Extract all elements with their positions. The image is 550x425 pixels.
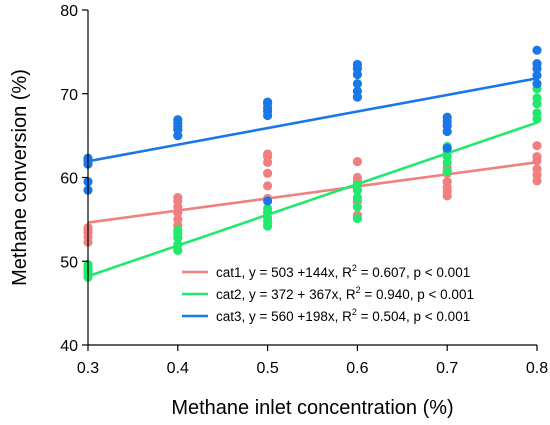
series-cat2-points <box>83 84 542 282</box>
data-point <box>263 196 273 206</box>
x-tick-label: 0.6 <box>346 360 368 377</box>
y-tick-label: 40 <box>60 338 78 355</box>
data-point <box>352 86 362 96</box>
data-point <box>173 115 183 125</box>
legend-label: cat2, y = 372 + 367x, R2 = 0.940, p < 0.… <box>216 285 474 302</box>
legend-item-cat2: cat2, y = 372 + 367x, R2 = 0.940, p < 0.… <box>182 285 474 302</box>
data-point <box>263 149 273 159</box>
legend-label-stats: = 0.607, p < 0.001 <box>357 265 470 280</box>
data-point <box>263 168 273 178</box>
data-point <box>263 97 273 107</box>
data-point <box>352 79 362 89</box>
series-cat1-points <box>83 141 542 247</box>
fit-line-cat3 <box>87 77 538 163</box>
data-point <box>173 239 183 250</box>
legend-item-cat1: cat1, y = 503 +144x, R2 = 0.607, p < 0.0… <box>182 263 470 280</box>
x-tick-label: 0.7 <box>436 360 458 377</box>
data-point <box>442 167 452 177</box>
data-point <box>263 203 273 214</box>
axes: 40 50 60 70 80 0.3 0.4 0.5 0.6 0.7 0.8 <box>60 3 548 377</box>
data-point <box>442 112 452 122</box>
data-point <box>442 143 452 153</box>
y-axis-title: Methane conversion (%) <box>9 69 31 286</box>
data-point <box>442 177 452 187</box>
y-tick-label: 70 <box>60 87 78 104</box>
data-point <box>532 151 542 162</box>
legend-label-main: cat1, y = 503 +144x, R <box>216 265 352 280</box>
legend-label-main: cat2, y = 372 + 367x, R <box>216 287 356 302</box>
data-point <box>173 193 183 203</box>
series-cat3-points <box>83 45 542 206</box>
y-tick-label: 60 <box>60 171 78 188</box>
legend-label: cat3, y = 560 +198x, R2 = 0.504, p < 0.0… <box>216 307 470 324</box>
legend-superscript: 2 <box>356 285 361 295</box>
legend-superscript: 2 <box>352 263 357 273</box>
x-tick-label: 0.8 <box>526 360 548 377</box>
x-tick-label: 0.5 <box>256 360 278 377</box>
data-point <box>532 108 542 118</box>
legend-label-main: cat3, y = 560 +198x, R <box>216 309 352 324</box>
legend-label: cat1, y = 503 +144x, R2 = 0.607, p < 0.0… <box>216 263 470 280</box>
legend: cat1, y = 503 +144x, R2 = 0.607, p < 0.0… <box>182 263 474 324</box>
data-point <box>532 59 542 69</box>
data-point <box>352 193 362 203</box>
fit-line-cat1 <box>87 160 538 224</box>
legend-item-cat3: cat3, y = 560 +198x, R2 = 0.504, p < 0.0… <box>182 307 470 324</box>
data-point <box>532 141 542 151</box>
x-axis-title: Methane inlet concentration (%) <box>171 397 453 419</box>
fit-lines <box>87 77 538 278</box>
data-point <box>352 59 362 70</box>
data-point <box>263 181 273 191</box>
legend-label-stats: = 0.940, p < 0.001 <box>361 287 474 302</box>
legend-superscript: 2 <box>352 307 357 317</box>
data-point <box>352 213 362 224</box>
data-points <box>83 45 542 282</box>
data-point <box>532 164 542 174</box>
data-point <box>173 225 183 235</box>
data-point <box>352 156 362 167</box>
data-point <box>532 45 542 55</box>
data-point <box>532 93 542 103</box>
y-axis-ticks: 40 50 60 70 80 <box>60 3 88 355</box>
data-point <box>352 202 362 212</box>
data-point <box>173 214 183 224</box>
y-tick-label: 80 <box>60 3 78 20</box>
fit-line-cat2 <box>87 121 538 278</box>
data-point <box>532 70 542 80</box>
legend-label-stats: = 0.504, p < 0.001 <box>357 309 470 324</box>
x-tick-label: 0.3 <box>77 360 99 377</box>
y-tick-label: 50 <box>60 254 78 271</box>
data-point <box>352 172 362 183</box>
data-point <box>532 79 542 89</box>
x-axis-ticks: 0.3 0.4 0.5 0.6 0.7 0.8 <box>77 345 548 377</box>
x-tick-label: 0.4 <box>167 360 189 377</box>
data-point <box>352 180 362 190</box>
